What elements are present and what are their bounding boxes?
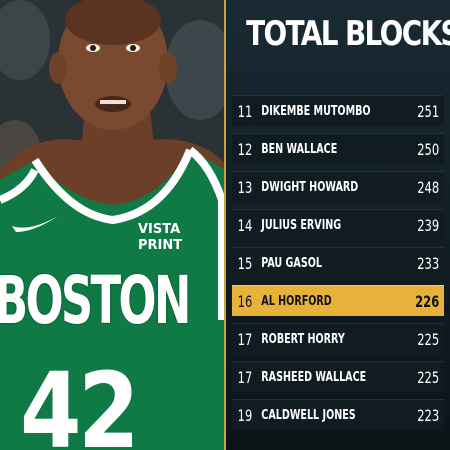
leaderboard-row: 15 PAU GASOL 233 (232, 247, 444, 278)
list-fade (226, 420, 450, 450)
jersey-sponsor-line2: PRINT (138, 238, 183, 253)
leaderboard-row: 17 ROBERT HORRY 225 (232, 323, 444, 354)
row-block-total: 226 (415, 291, 440, 311)
row-rank: 17 (237, 329, 253, 349)
row-block-total: 248 (417, 177, 440, 197)
row-block-total: 223 (417, 405, 440, 425)
jersey-number: 42 (20, 350, 140, 450)
row-player-name: BEN WALLACE (261, 141, 338, 157)
leaderboard-row: 14 JULIUS ERVING 239 (232, 209, 444, 240)
row-rank: 19 (237, 405, 253, 425)
row-rank: 14 (237, 215, 253, 235)
row-rank: 13 (237, 177, 253, 197)
leaderboard-row-highlighted: 16 AL HORFORD 226 (232, 285, 444, 316)
row-block-total: 225 (417, 329, 440, 349)
panel-divider (224, 0, 226, 450)
row-player-name: DWIGHT HOWARD (261, 179, 359, 195)
jersey-team-name: BOSTON (0, 262, 191, 339)
leaderboard-row: 11 DIKEMBE MUTOMBO 251 (232, 95, 444, 126)
row-block-total: 233 (417, 253, 440, 273)
row-player-name: PAU GASOL (261, 255, 323, 271)
row-player-name: AL HORFORD (261, 293, 332, 309)
row-block-total: 251 (417, 101, 440, 121)
leaderboard-row: 17 RASHEED WALLACE 225 (232, 361, 444, 392)
row-player-name: ROBERT HORRY (261, 331, 345, 347)
row-rank: 16 (237, 291, 253, 311)
player-photo: VISTA PRINT BOSTON 42 (0, 0, 226, 450)
page-title: TOTAL BLOCKS (246, 14, 450, 54)
row-block-total: 250 (417, 139, 440, 159)
row-block-total: 239 (417, 215, 440, 235)
row-block-total: 225 (417, 367, 440, 387)
row-rank: 17 (237, 367, 253, 387)
row-player-name: DIKEMBE MUTOMBO (261, 103, 371, 119)
row-player-name: CALDWELL JONES (261, 407, 356, 423)
row-player-name: RASHEED WALLACE (261, 369, 367, 385)
jersey-sponsor-line1: VISTA (138, 222, 181, 237)
row-player-name: JULIUS ERVING (261, 217, 342, 233)
row-rank: 15 (237, 253, 253, 273)
leaderboard-row: 13 DWIGHT HOWARD 248 (232, 171, 444, 202)
row-rank: 12 (237, 139, 253, 159)
player-illustration (0, 0, 226, 450)
row-rank: 11 (237, 101, 253, 121)
leaderboard-row: 12 BEN WALLACE 250 (232, 133, 444, 164)
